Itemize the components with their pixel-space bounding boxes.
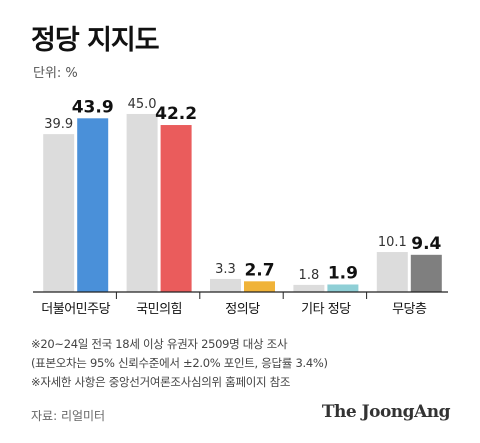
bar-previous-1 [126,113,158,293]
category-label-1: 국민의힘 [136,302,183,317]
bar-current-4 [410,254,442,292]
bar-previous-2 [210,278,241,292]
value-label-previous-3: 1.8 [299,268,320,283]
category-label-3: 기타 정당 [301,302,351,317]
bar-current-3 [327,284,359,292]
value-label-current-3: 1.9 [328,263,358,283]
survey-note: ※20~24일 전국 18세 이상 유권자 2509명 대상 조사 [31,337,288,351]
bar-previous-0 [43,134,75,292]
brand-logo: The JoongAng [321,402,451,422]
value-label-previous-4: 10.1 [378,235,407,250]
value-label-previous-1: 45.0 [128,97,157,112]
unit-label: 단위: % [33,66,78,81]
margin-of-error-note: (표본오차는 95% 신뢰수준에서 ±2.0% 포인트, 응답률 3.4%) [31,356,328,370]
source-label: 자료: 리얼미터 [31,409,106,423]
value-label-current-2: 2.7 [244,260,274,280]
value-label-previous-2: 3.3 [215,262,236,277]
bar-chart: 39.943.9 45.042.2 3.3 2.7 1.8 1.9 10.1 9.4 [33,97,448,299]
chart-title: 정당 지지도 [31,25,160,56]
category-label-0: 더불어민주당 [41,302,111,317]
value-label-current-4: 9.4 [411,234,441,254]
bar-previous-3 [293,284,325,292]
category-label-2: 정의당 [225,302,260,317]
bar-current-2 [244,281,275,292]
bar-previous-4 [376,252,408,292]
value-label-current-0: 43.9 [72,97,114,117]
category-label-4: 무당층 [392,302,427,317]
bar-current-0 [77,118,109,293]
value-label-previous-0: 39.9 [44,117,73,132]
reference-note: ※자세한 사항은 중앙선거여론조사심의위 홈페이지 참조 [31,375,291,389]
bar-current-1 [160,125,192,292]
value-label-current-1: 42.2 [155,104,197,124]
